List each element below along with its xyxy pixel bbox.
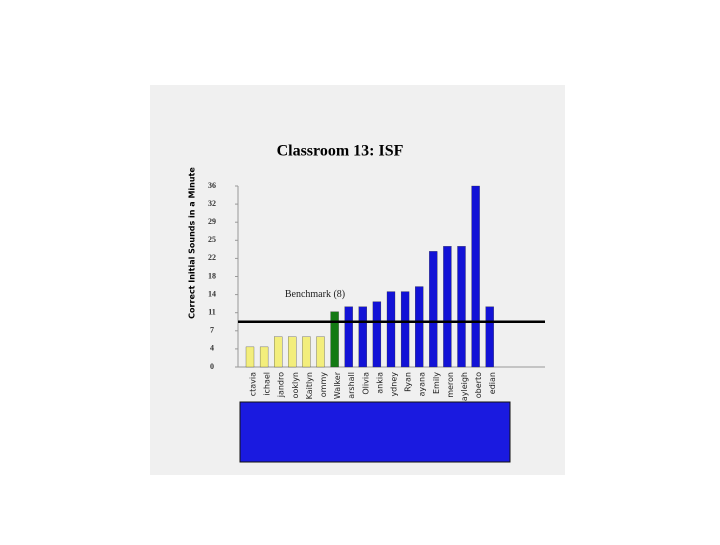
y-tick-label: 7 — [210, 326, 214, 335]
y-tick-label: 22 — [208, 253, 216, 262]
benchmark-label: Benchmark (8) — [285, 289, 345, 300]
bar — [471, 185, 480, 368]
bar — [372, 301, 382, 368]
bar — [443, 246, 452, 368]
y-tick-label: 36 — [208, 181, 216, 190]
bar — [485, 306, 494, 368]
bar — [316, 336, 325, 368]
x-tick-label: arshall — [347, 372, 356, 399]
x-tick-label: ichael — [263, 372, 272, 396]
bar — [330, 311, 339, 368]
y-tick-label: 25 — [208, 235, 216, 244]
x-tick-label: oberto — [474, 372, 483, 398]
x-tick-label: ankia — [375, 372, 384, 394]
y-tick-label: 32 — [208, 199, 216, 208]
bar — [386, 291, 396, 368]
bar — [302, 336, 311, 368]
x-tick-label: Ryan — [404, 372, 413, 392]
x-tick-label: Walker — [333, 371, 342, 399]
x-tick-label: Olivia — [361, 372, 370, 395]
x-tick-label: Kaitlyn — [305, 372, 314, 399]
y-tick-label: 18 — [208, 271, 216, 280]
bar — [288, 336, 297, 368]
x-tick-label: meron — [446, 372, 455, 398]
bar — [245, 346, 255, 368]
y-tick-label: 4 — [210, 344, 214, 353]
x-tick-label: ommy — [319, 372, 328, 397]
bar — [259, 346, 269, 368]
bar — [358, 306, 367, 368]
bar — [274, 336, 283, 368]
x-tick-label: ayleigh — [460, 372, 469, 401]
bar — [400, 291, 410, 368]
x-tick-label: ydney — [390, 372, 399, 397]
y-tick-label: 29 — [208, 217, 216, 226]
bar — [429, 251, 438, 368]
y-tick-label: 0 — [210, 362, 214, 371]
x-tick-label: ayana — [418, 372, 427, 397]
y-axis-label: Correct Initial Sounds in a Minute — [188, 167, 197, 319]
cover-box — [239, 401, 511, 463]
x-tick-label: Emily — [432, 372, 441, 394]
bar — [344, 306, 353, 368]
y-tick-label: 11 — [208, 308, 216, 317]
x-tick-label: edian — [488, 372, 497, 394]
x-tick-label: jandro — [277, 372, 286, 398]
x-tick-label: ooklyn — [291, 372, 300, 398]
y-tick-label: 14 — [208, 289, 216, 298]
bar — [415, 286, 424, 368]
bar — [457, 246, 466, 368]
chart-title: Classroom 13: ISF — [277, 143, 404, 160]
x-tick-label: ctavia — [249, 372, 258, 396]
